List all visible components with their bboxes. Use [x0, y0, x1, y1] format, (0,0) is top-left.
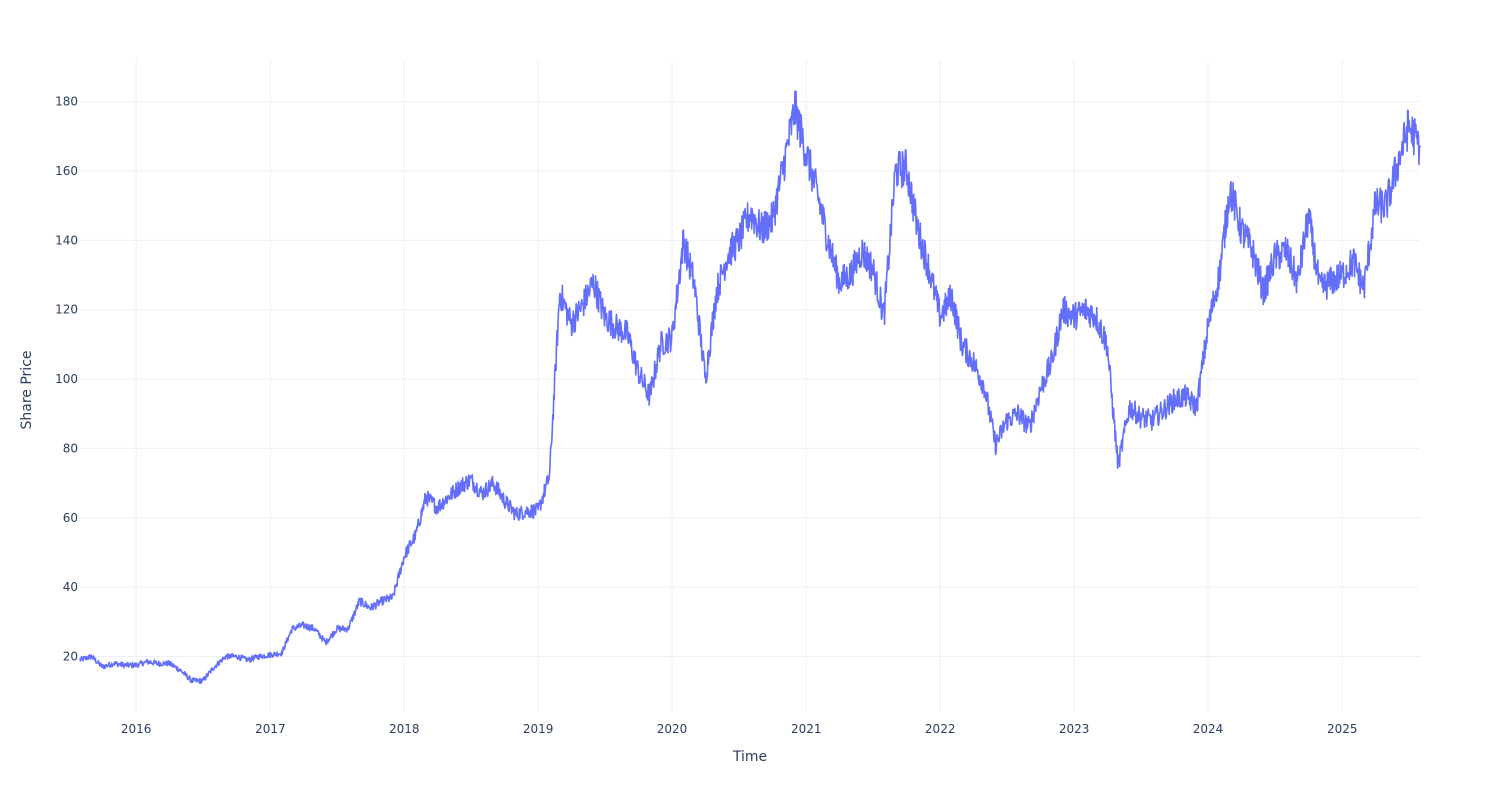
- x-tick-labels: 2016 2017 2018 2019 2020 2021 2022 2023 2024 2025: [121, 722, 1358, 736]
- x-tick-label: 2023: [1059, 722, 1090, 736]
- y-tick-label: 120: [55, 303, 78, 317]
- y-tick-label: 180: [55, 95, 78, 109]
- x-axis-title: Time: [732, 749, 767, 765]
- x-tick-label: 2022: [925, 722, 956, 736]
- y-gridlines: [80, 101, 1420, 658]
- x-tick-label: 2017: [255, 722, 286, 736]
- y-axis-title: Share Price: [19, 350, 35, 429]
- y-tick-label: 160: [55, 164, 78, 178]
- x-tick-label: 2024: [1193, 722, 1224, 736]
- x-tick-label: 2021: [791, 722, 822, 736]
- y-tick-label: 100: [55, 372, 78, 386]
- x-tick-label: 2018: [389, 722, 420, 736]
- y-tick-label: 60: [63, 511, 78, 525]
- y-tick-label: 40: [63, 580, 78, 594]
- share-price-line: [79, 90, 1421, 685]
- x-tick-label: 2020: [657, 722, 688, 736]
- y-tick-labels: 20 40 60 80 100 120 140 160 180: [55, 95, 78, 664]
- x-tick-label: 2019: [523, 722, 554, 736]
- y-tick-label: 20: [63, 650, 78, 664]
- y-tick-label: 80: [63, 441, 78, 455]
- x-tick-label: 2025: [1327, 722, 1358, 736]
- series-layer: [79, 90, 1421, 685]
- x-tick-label: 2016: [121, 722, 152, 736]
- x-gridlines: [135, 60, 1343, 712]
- y-tick-label: 140: [55, 233, 78, 247]
